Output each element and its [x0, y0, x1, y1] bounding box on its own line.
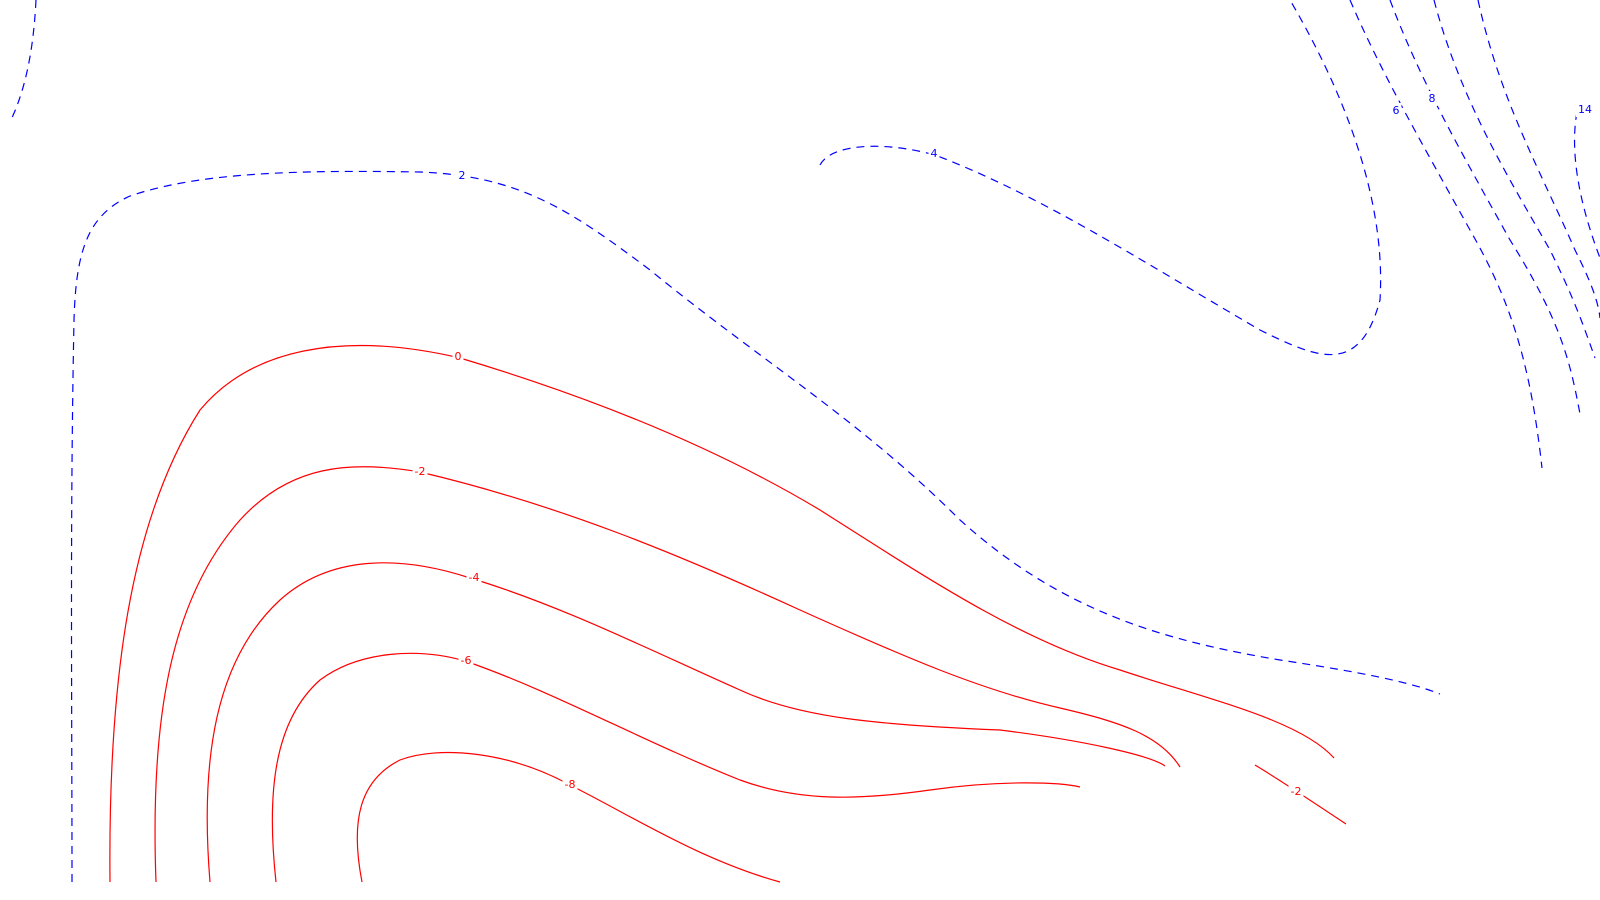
contour-label-4-2: 4 — [931, 147, 938, 160]
contour-line-level-6-3 — [1349, 0, 1543, 469]
contour-label-6-3: 6 — [1393, 104, 1400, 117]
contour-label-8-4: 8 — [1429, 92, 1436, 105]
contour-label-background — [1390, 103, 1402, 118]
contour-label-background — [1288, 784, 1304, 799]
contour-line-level-4-2 — [819, 0, 1382, 356]
contour-line-level-neg6-11 — [271, 652, 1081, 883]
contour-label-background — [456, 168, 468, 183]
contour-line-level-4-0 — [9, 0, 37, 123]
contour-line-level-neg2-9 — [154, 466, 1181, 883]
contour-label-background — [458, 653, 474, 668]
contour-label-neg4-10: -4 — [469, 571, 480, 584]
contour-label-background — [466, 570, 482, 585]
contour-label-background — [1576, 102, 1594, 117]
contour-line-level-10-5 — [1433, 0, 1596, 359]
contour-label-neg6-11: -6 — [461, 654, 472, 667]
contour-label-background — [412, 464, 428, 479]
contour-line-level-12-6 — [1477, 0, 1600, 319]
contour-label-2-1: 2 — [459, 169, 466, 182]
contour-line-level-neg4-10 — [206, 562, 1166, 883]
contour-line-level-8-4 — [1389, 0, 1581, 415]
contour-label-neg8-12: -8 — [565, 778, 576, 791]
contour-line-level-neg8-12 — [356, 751, 781, 883]
contour-label-14-7: 14 — [1578, 103, 1592, 116]
contour-line-level-0-8 — [109, 345, 1335, 883]
contour-label-background — [562, 777, 578, 792]
contour-label-background — [452, 349, 464, 364]
contour-label-neg2-13: -2 — [1291, 785, 1302, 798]
contour-line-level-14-7 — [1573, 111, 1600, 259]
contour-label-background — [1426, 91, 1438, 106]
contour-label-0-8: 0 — [455, 350, 462, 363]
contour-line-level-2-1 — [70, 170, 1441, 883]
contour-label-background — [928, 146, 940, 161]
contour-label-neg2-9: -2 — [415, 465, 426, 478]
